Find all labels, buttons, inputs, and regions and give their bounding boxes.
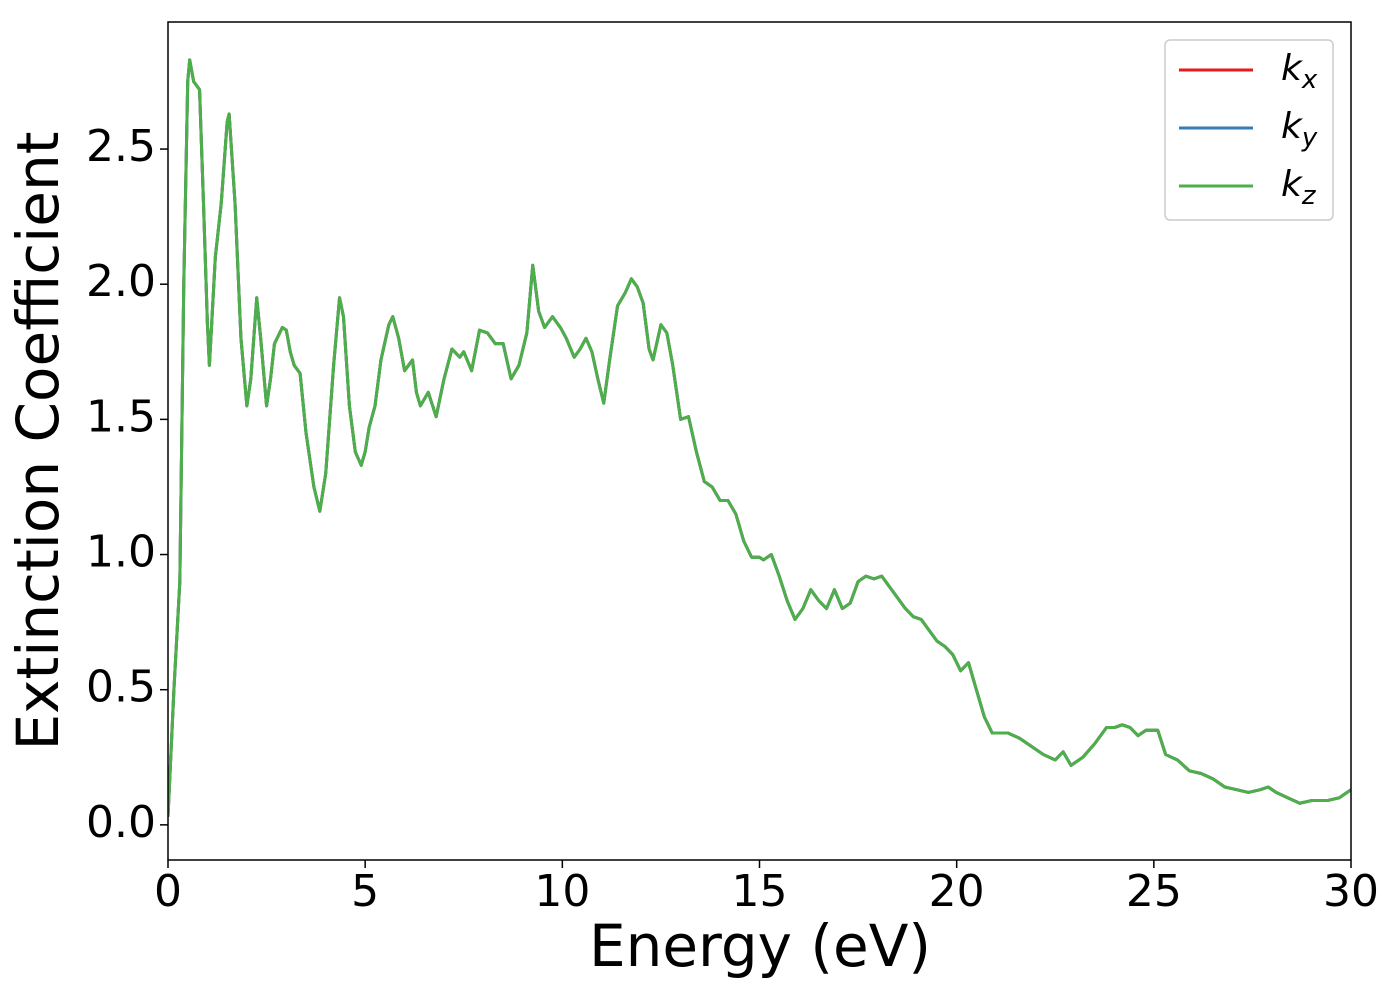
y-tick-label: 1.0 — [86, 527, 156, 578]
x-tick-label: 0 — [154, 866, 182, 917]
y-tick-label: 0.5 — [86, 662, 156, 713]
x-tick-label: 30 — [1323, 866, 1379, 917]
x-axis-label: Energy (eV) — [589, 912, 931, 980]
y-axis-label: Extinction Coefficient — [4, 132, 72, 751]
x-tick-label: 15 — [732, 866, 788, 917]
x-tick-label: 5 — [351, 866, 379, 917]
y-tick-label: 0.0 — [86, 797, 156, 848]
y-tick-label: 1.5 — [86, 391, 156, 442]
legend-box — [1164, 39, 1334, 221]
x-tick-label: 10 — [534, 866, 590, 917]
x-tick-label: 20 — [929, 866, 985, 917]
legend-label: kx — [1281, 48, 1318, 95]
legend-label: kz — [1281, 164, 1317, 211]
y-tick-label: 2.0 — [86, 256, 156, 307]
x-tick-label: 25 — [1126, 866, 1182, 917]
y-tick-label: 2.5 — [86, 121, 156, 172]
legend-label: ky — [1281, 106, 1318, 153]
legend: kx ky kz — [1164, 39, 1334, 221]
plot-frame — [167, 21, 1352, 861]
data-line — [168, 58, 1351, 817]
